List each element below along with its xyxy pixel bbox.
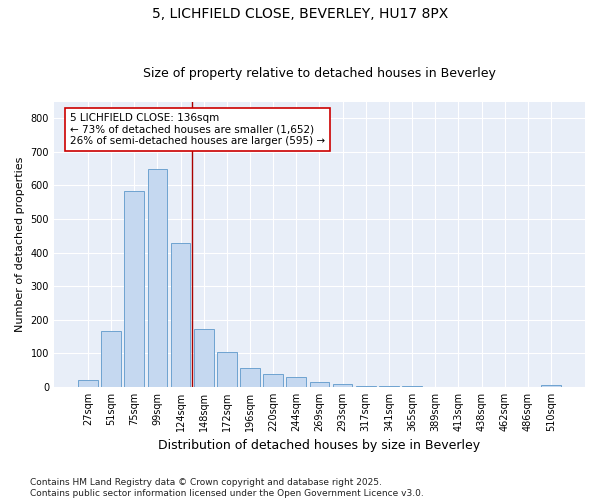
Bar <box>170 242 190 387</box>
Text: 5, LICHFIELD CLOSE, BEVERLEY, HU17 8PX: 5, LICHFIELD CLOSE, BEVERLEY, HU17 8PX <box>152 8 448 22</box>
Bar <box>240 368 260 387</box>
Bar <box>78 380 98 387</box>
Bar <box>194 329 214 387</box>
Bar <box>379 386 399 387</box>
Bar <box>217 352 236 387</box>
Bar <box>541 386 561 387</box>
Text: Contains HM Land Registry data © Crown copyright and database right 2025.
Contai: Contains HM Land Registry data © Crown c… <box>30 478 424 498</box>
Title: Size of property relative to detached houses in Beverley: Size of property relative to detached ho… <box>143 66 496 80</box>
Bar <box>310 382 329 387</box>
Bar <box>124 192 144 387</box>
Bar <box>101 330 121 387</box>
X-axis label: Distribution of detached houses by size in Beverley: Distribution of detached houses by size … <box>158 440 481 452</box>
Bar <box>402 386 422 387</box>
Bar <box>148 170 167 387</box>
Bar <box>333 384 352 387</box>
Text: 5 LICHFIELD CLOSE: 136sqm
← 73% of detached houses are smaller (1,652)
26% of se: 5 LICHFIELD CLOSE: 136sqm ← 73% of detac… <box>70 113 325 146</box>
Bar <box>356 386 376 387</box>
Bar <box>263 374 283 387</box>
Bar <box>286 377 306 387</box>
Y-axis label: Number of detached properties: Number of detached properties <box>15 156 25 332</box>
